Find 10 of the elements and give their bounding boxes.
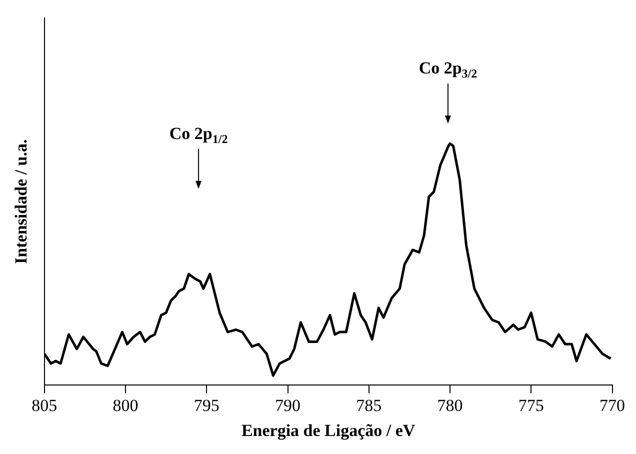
x-tick-label: 780 — [437, 396, 463, 415]
y-axis-title: Intensidade / u.a. — [12, 139, 31, 264]
x-tick-label: 800 — [112, 396, 138, 415]
x-axis-title: Energia de Ligação / eV — [241, 421, 416, 440]
x-tick-label: 775 — [518, 396, 544, 415]
x-tick-label: 785 — [356, 396, 382, 415]
x-tick-label: 795 — [194, 396, 220, 415]
x-tick-label: 805 — [32, 396, 58, 415]
x-tick-label: 790 — [275, 396, 301, 415]
x-tick-label: 770 — [600, 396, 625, 415]
